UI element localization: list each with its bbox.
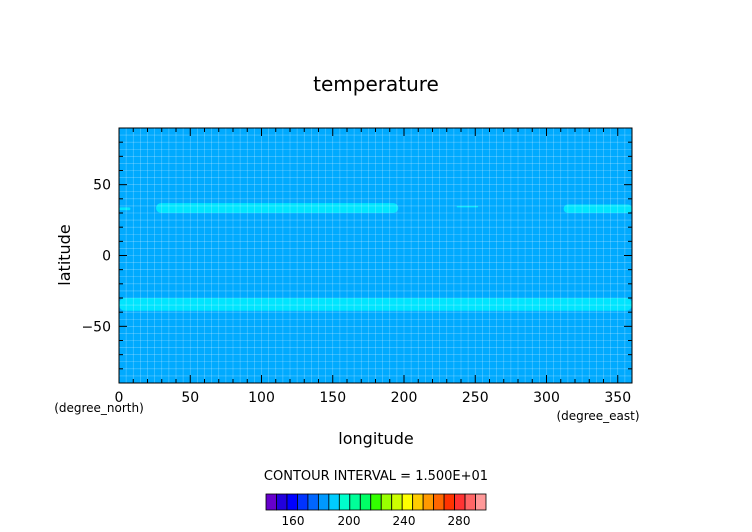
grid-lines bbox=[118, 127, 633, 384]
x-tick-label: 150 bbox=[319, 390, 346, 406]
contour-band-5 bbox=[119, 298, 632, 311]
colorbar-swatch bbox=[328, 493, 340, 511]
background-contour-fill bbox=[119, 128, 632, 383]
plot-area bbox=[118, 127, 633, 384]
colorbar-swatch bbox=[401, 493, 414, 511]
colorbar-swatch bbox=[454, 493, 466, 511]
contour-bands bbox=[119, 203, 632, 311]
x-tick-label: 200 bbox=[391, 390, 418, 406]
colorbar-tick-labels: 160 200 240 280 bbox=[282, 514, 471, 528]
colorbar-swatch bbox=[391, 493, 403, 511]
colorbar-tick-label: 160 bbox=[282, 514, 305, 528]
y-units-label: (degree_north) bbox=[54, 401, 144, 415]
colorbar-swatch bbox=[349, 493, 361, 511]
contour-interval-label: CONTOUR INTERVAL = 1.500E+01 bbox=[264, 469, 488, 484]
contour-band-2 bbox=[156, 203, 399, 213]
contour-band-3 bbox=[456, 205, 479, 208]
contour-band-4 bbox=[563, 204, 632, 213]
x-tick-labels: 0 50 100 150 200 250 300 350 bbox=[115, 390, 632, 406]
y-axis-label: latitude bbox=[55, 224, 74, 285]
colorbar-tick-label: 240 bbox=[393, 514, 416, 528]
colorbar-tick-label: 280 bbox=[448, 514, 471, 528]
colorbar-swatch bbox=[307, 493, 319, 511]
x-units-label: (degree_east) bbox=[556, 409, 639, 423]
colorbar-swatch bbox=[265, 493, 277, 511]
chart-title: temperature bbox=[313, 72, 439, 96]
colorbar-swatch bbox=[422, 493, 435, 511]
colorbar-swatch bbox=[359, 493, 372, 511]
colorbar-swatch bbox=[475, 493, 487, 511]
y-tick-label: 50 bbox=[93, 178, 111, 194]
contour-band-1 bbox=[119, 207, 131, 211]
x-tick-label: 350 bbox=[604, 390, 631, 406]
y-tick-label: 0 bbox=[102, 249, 111, 265]
x-tick-label: 100 bbox=[248, 390, 275, 406]
axis-ticks bbox=[118, 127, 633, 384]
colorbar-swatch bbox=[286, 493, 298, 511]
x-tick-label: 50 bbox=[181, 390, 199, 406]
y-tick-labels: −50 0 50 bbox=[81, 178, 111, 336]
colorbar-swatch bbox=[276, 493, 288, 511]
colorbar-swatch bbox=[433, 493, 445, 511]
colorbar-tick-label: 200 bbox=[338, 514, 361, 528]
colorbar-swatch bbox=[297, 493, 309, 511]
colorbar-swatch bbox=[443, 493, 455, 511]
colorbar-swatch bbox=[412, 493, 424, 511]
colorbar-swatch bbox=[317, 493, 330, 511]
x-tick-label: 250 bbox=[462, 390, 489, 406]
colorbar bbox=[265, 493, 487, 511]
x-axis-label: longitude bbox=[338, 429, 413, 448]
colorbar-swatch bbox=[380, 493, 393, 511]
y-tick-label: −50 bbox=[81, 319, 111, 335]
x-tick-label: 0 bbox=[115, 390, 124, 406]
colorbar-swatch bbox=[338, 493, 351, 511]
x-tick-label: 300 bbox=[533, 390, 560, 406]
colorbar-swatch bbox=[370, 493, 382, 511]
colorbar-swatch bbox=[464, 493, 476, 511]
